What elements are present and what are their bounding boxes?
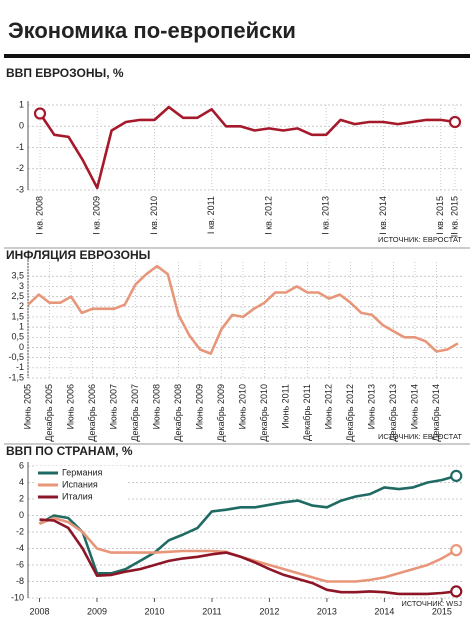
x-tick-label: Июнь 2009 bbox=[194, 384, 204, 429]
x-tick-label: II кв. 2015 bbox=[449, 196, 459, 237]
legend-label: Испания bbox=[62, 479, 98, 489]
y-tick-label: 3,5 bbox=[11, 271, 24, 281]
x-tick-label: 2014 bbox=[374, 606, 394, 616]
source: ИСТОЧНИК: ЕВРОСТАТ bbox=[378, 235, 462, 244]
x-tick-label: Декабрь 2006 bbox=[87, 384, 97, 442]
x-tick-label: Декабрь 2010 bbox=[259, 384, 269, 442]
y-tick-label: 0 bbox=[19, 342, 24, 352]
chart-title: ВВП ЕВРОЗОНЫ, % bbox=[6, 66, 124, 80]
y-tick-label: 0 bbox=[19, 510, 24, 520]
y-tick-label: -2 bbox=[16, 163, 24, 173]
end-marker bbox=[450, 544, 463, 557]
line bbox=[27, 264, 459, 355]
line bbox=[38, 105, 456, 190]
y-tick-label: 3 bbox=[19, 281, 24, 291]
legend-label: Германия bbox=[62, 467, 102, 477]
y-tick-label: 0,5 bbox=[11, 332, 24, 342]
y-tick-label: -1,5 bbox=[8, 372, 24, 382]
x-tick-label: 2009 bbox=[87, 606, 107, 616]
y-tick-label: 2,5 bbox=[11, 291, 24, 301]
y-tick-label: -6 bbox=[16, 559, 24, 569]
title-rule bbox=[4, 54, 470, 58]
x-tick-label: Июнь 2012 bbox=[323, 384, 333, 429]
y-tick-label: 1 bbox=[19, 321, 24, 331]
x-tick-label: Декабрь 2014 bbox=[431, 384, 441, 442]
x-tick-label: I кв. 2011 bbox=[206, 196, 216, 234]
x-tick-label: I кв. 2010 bbox=[149, 196, 159, 235]
y-tick-label: 6 bbox=[19, 460, 24, 470]
end-marker bbox=[450, 469, 463, 482]
x-tick-label: Декабрь 2011 bbox=[302, 384, 312, 441]
x-tick-label: Июнь 2008 bbox=[151, 384, 161, 429]
x-tick-label: Декабрь 2007 bbox=[130, 384, 140, 442]
x-tick-label: Декабрь 2013 bbox=[388, 384, 398, 442]
x-tick-label: I кв. 2015 bbox=[435, 196, 445, 235]
x-tick-label: I кв. 2014 bbox=[378, 196, 388, 235]
source: ИСТОЧНИК: WSJ bbox=[401, 599, 462, 608]
page-title: Экономика по-европейски bbox=[8, 18, 296, 43]
y-tick-label: 1,5 bbox=[11, 311, 24, 321]
y-tick-label: 0 bbox=[19, 121, 24, 131]
x-tick-label: I кв. 2013 bbox=[321, 196, 331, 235]
x-tick-label: 2013 bbox=[317, 606, 337, 616]
end-marker bbox=[448, 115, 462, 129]
x-tick-label: I кв. 2012 bbox=[263, 196, 273, 235]
x-tick-label: Июнь 2014 bbox=[409, 384, 419, 429]
x-tick-label: Декабрь 2009 bbox=[216, 384, 226, 442]
x-tick-label: I кв. 2008 bbox=[34, 196, 44, 235]
y-tick-label: 4 bbox=[19, 477, 24, 487]
y-tick-label: -1 bbox=[16, 362, 24, 372]
chart-title: ИНФЛЯЦИЯ ЕВРОЗОНЫ bbox=[6, 248, 150, 262]
x-tick-label: 2011 bbox=[202, 606, 221, 616]
x-tick-label: Декабрь 2005 bbox=[44, 384, 54, 442]
x-tick-label: Июнь 2007 bbox=[108, 384, 118, 429]
x-tick-label: 2012 bbox=[259, 606, 279, 616]
source: ИСТОЧНИК: ЕВРОСТАТ bbox=[378, 432, 462, 441]
x-tick-label: Июнь 2010 bbox=[237, 384, 247, 429]
x-tick-label: Июнь 2013 bbox=[366, 384, 376, 429]
legend-label: Италия bbox=[62, 491, 93, 501]
y-tick-label: -0,5 bbox=[8, 352, 24, 362]
y-tick-label: 2 bbox=[19, 301, 24, 311]
x-tick-label: 2008 bbox=[29, 606, 49, 616]
y-tick-label: -10 bbox=[11, 592, 24, 602]
x-tick-label: Июнь 2011 bbox=[280, 384, 290, 429]
x-tick-label: 2015 bbox=[432, 606, 452, 616]
x-tick-label: I кв. 2009 bbox=[92, 196, 102, 235]
y-tick-label: -8 bbox=[16, 576, 24, 586]
x-tick-label: Декабрь 2012 bbox=[345, 384, 355, 442]
end-marker bbox=[33, 107, 47, 120]
y-tick-label: 1 bbox=[19, 99, 24, 109]
x-tick-label: Июнь 2006 bbox=[65, 384, 75, 429]
line bbox=[38, 474, 457, 575]
y-tick-label: 2 bbox=[19, 493, 24, 503]
y-tick-label: -3 bbox=[16, 184, 24, 194]
y-tick-label: -1 bbox=[16, 142, 24, 152]
end-marker bbox=[450, 585, 463, 598]
x-tick-label: 2010 bbox=[144, 606, 164, 616]
chart-title: ВВП ПО СТРАНАМ, % bbox=[6, 444, 133, 458]
y-tick-label: -4 bbox=[16, 543, 24, 553]
x-tick-label: Июнь 2005 bbox=[22, 384, 32, 429]
y-tick-label: -2 bbox=[16, 526, 24, 536]
x-tick-label: Декабрь 2008 bbox=[173, 384, 183, 442]
line bbox=[39, 518, 457, 596]
